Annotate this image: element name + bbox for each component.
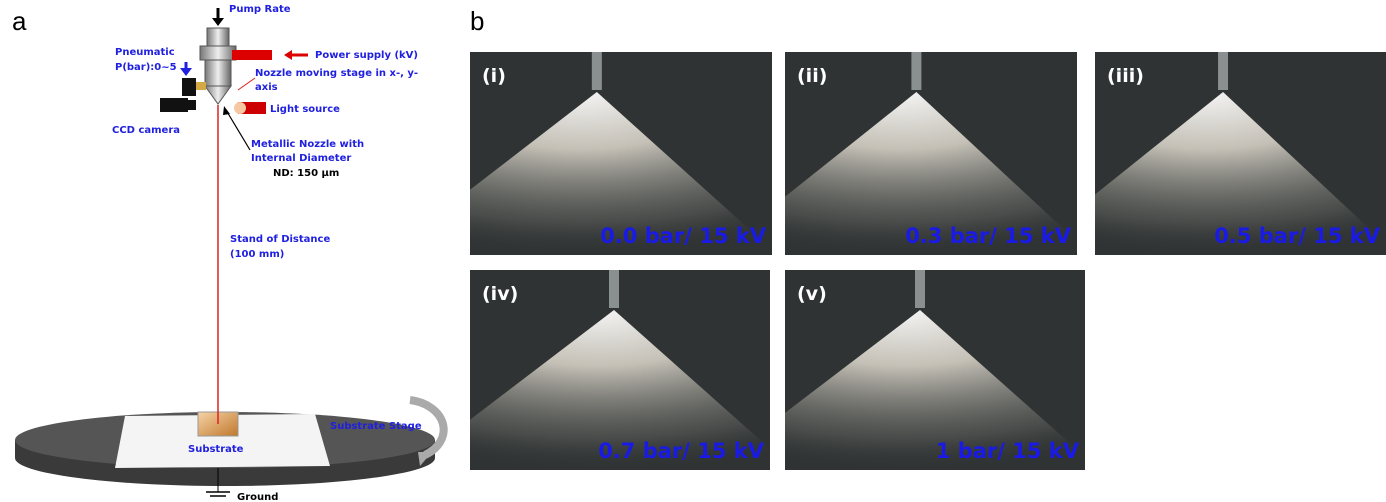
photo-caption: 0.5 bar/ 15 kV bbox=[1214, 224, 1381, 248]
spray-photo: (i) 0.0 bar/ 15 kV bbox=[385, 52, 778, 255]
photo-index: (iii) bbox=[1107, 65, 1144, 87]
photo-caption: 0.3 bar/ 15 kV bbox=[905, 224, 1072, 248]
photo-index: (ii) bbox=[797, 65, 827, 87]
photo-caption: 0.0 bar/ 15 kV bbox=[600, 224, 767, 248]
panel-label: b bbox=[470, 6, 484, 36]
spray-photo: (iv) 0.7 bar/ 15 kV bbox=[404, 270, 794, 470]
diagram-label: ND: 150 µm bbox=[273, 168, 339, 179]
figure: a b Pump Rate Power supply (kV) Pneumatic P… bbox=[0, 0, 1386, 502]
diagram-label: CCD camera bbox=[112, 125, 180, 136]
diagram-label: Pneumatic bbox=[115, 47, 175, 58]
diagram-label: Substrate bbox=[188, 444, 244, 455]
diagram-label: Substrate Stage bbox=[330, 421, 422, 432]
nozzle bbox=[592, 52, 602, 90]
diagram-label: P(bar):0~5 bbox=[115, 62, 177, 73]
panel-label: a bbox=[12, 6, 27, 36]
nozzle bbox=[911, 52, 921, 90]
diagram-label: axis bbox=[255, 82, 278, 93]
nozzle bbox=[1218, 52, 1228, 90]
nozzle bbox=[915, 270, 925, 308]
nozzle bbox=[609, 270, 619, 308]
diagram-label: Pump Rate bbox=[229, 4, 291, 15]
diagram-label: Internal Diameter bbox=[251, 153, 351, 164]
photo-caption: 0.7 bar/ 15 kV bbox=[598, 439, 765, 463]
diagram-label: Light source bbox=[270, 104, 340, 115]
diagram-label: Stand of Distance bbox=[230, 234, 330, 245]
photo-index: (iv) bbox=[482, 283, 518, 305]
diagram-label: (100 mm) bbox=[230, 249, 284, 260]
diagram-label: Nozzle moving stage in x-, y- bbox=[255, 68, 418, 79]
diagram-label: Power supply (kV) bbox=[315, 50, 418, 61]
photo-index: (i) bbox=[482, 65, 506, 87]
photo-caption: 1 bar/ 15 kV bbox=[936, 439, 1080, 463]
diagram-label: Metallic Nozzle with bbox=[251, 139, 364, 150]
diagram-label: Ground bbox=[237, 492, 278, 502]
photo-index: (v) bbox=[797, 283, 827, 305]
